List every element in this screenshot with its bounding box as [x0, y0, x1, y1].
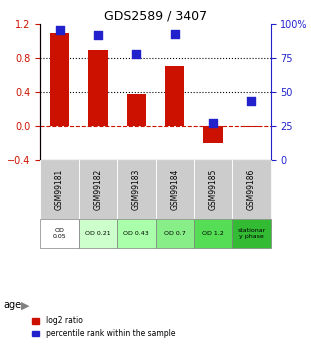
FancyBboxPatch shape: [232, 219, 271, 248]
Text: GSM99181: GSM99181: [55, 169, 64, 210]
FancyBboxPatch shape: [232, 159, 271, 219]
FancyBboxPatch shape: [194, 219, 232, 248]
Text: OD 0.43: OD 0.43: [123, 231, 149, 236]
FancyBboxPatch shape: [79, 219, 117, 248]
Bar: [165, 67, 184, 126]
Text: GSM99185: GSM99185: [209, 168, 217, 210]
Point: [249, 99, 254, 104]
Bar: [127, 95, 146, 126]
Text: OD 1.2: OD 1.2: [202, 231, 224, 236]
Legend: log2 ratio, percentile rank within the sample: log2 ratio, percentile rank within the s…: [29, 313, 178, 341]
Text: GSM99183: GSM99183: [132, 168, 141, 210]
Title: GDS2589 / 3407: GDS2589 / 3407: [104, 10, 207, 23]
FancyBboxPatch shape: [79, 159, 117, 219]
Bar: [203, 126, 223, 142]
FancyBboxPatch shape: [40, 219, 79, 248]
Bar: [50, 33, 69, 126]
Text: stationar
y phase: stationar y phase: [237, 228, 266, 239]
Bar: [242, 126, 261, 127]
FancyBboxPatch shape: [156, 159, 194, 219]
Point: [95, 32, 100, 38]
Text: GSM99184: GSM99184: [170, 168, 179, 210]
Bar: [88, 50, 108, 126]
Point: [211, 120, 216, 126]
Text: OD 0.21: OD 0.21: [85, 231, 111, 236]
Text: GSM99186: GSM99186: [247, 168, 256, 210]
Text: GSM99182: GSM99182: [94, 169, 102, 210]
FancyBboxPatch shape: [117, 159, 156, 219]
Point: [134, 51, 139, 57]
FancyBboxPatch shape: [156, 219, 194, 248]
Text: ▶: ▶: [21, 300, 30, 310]
Text: age: age: [3, 300, 21, 310]
Text: OD 0.7: OD 0.7: [164, 231, 186, 236]
FancyBboxPatch shape: [194, 159, 232, 219]
Point: [172, 31, 177, 36]
Text: OD
0.05: OD 0.05: [53, 228, 67, 239]
FancyBboxPatch shape: [117, 219, 156, 248]
FancyBboxPatch shape: [40, 159, 79, 219]
Point: [57, 27, 62, 32]
